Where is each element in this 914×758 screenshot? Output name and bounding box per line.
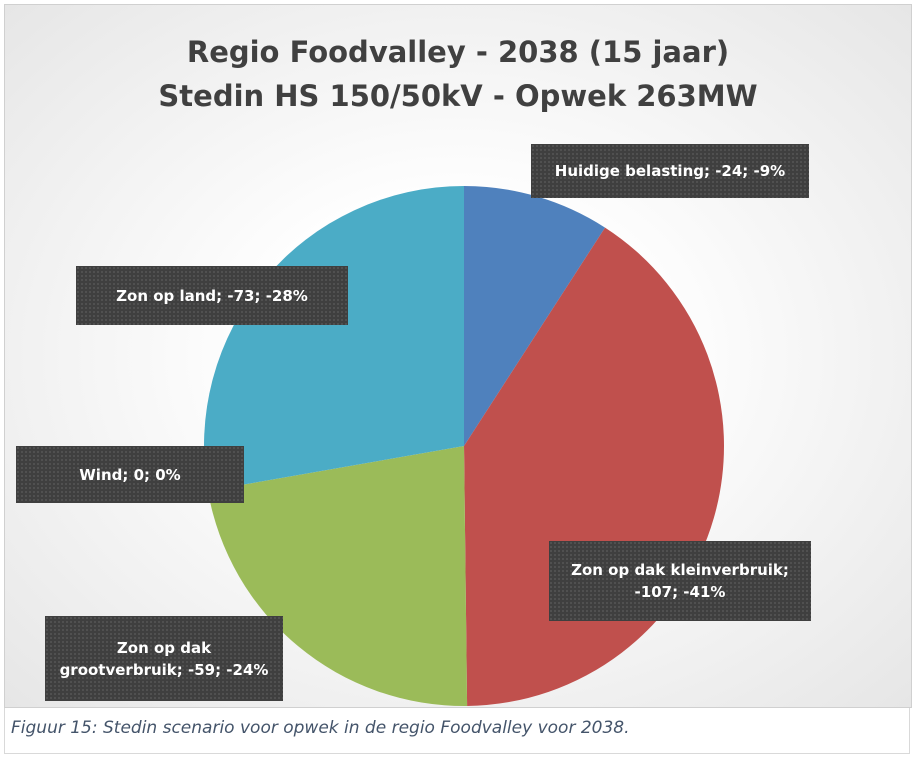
chart-title: Regio Foodvalley - 2038 (15 jaar) (186, 35, 730, 69)
data-label: Wind; 0; 0% (16, 446, 244, 503)
data-label: Zon op land; -73; -28% (76, 266, 348, 325)
pie-slice (207, 446, 468, 706)
pie-slice (204, 186, 464, 491)
chart-title: Stedin HS 150/50kV - Opwek 263MW (158, 79, 758, 113)
pie-slice (464, 186, 606, 446)
caption: Figuur 15: Stedin scenario voor opwek in… (4, 708, 910, 754)
data-label: Huidige belasting; -24; -9% (531, 144, 809, 198)
data-label: Zon op dak grootverbruik; -59; -24% (45, 616, 283, 701)
chart: Regio Foodvalley - 2038 (15 jaar) Stedin… (4, 4, 912, 708)
data-label: Zon op dak kleinverbruik; -107; -41% (549, 541, 811, 621)
